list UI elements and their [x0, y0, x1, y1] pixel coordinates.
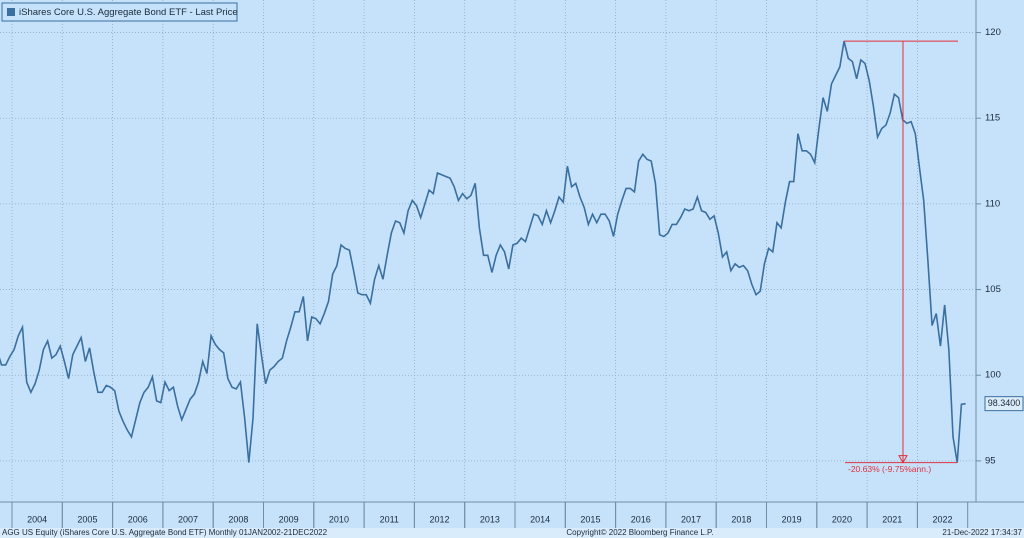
footer-left: AGG US Equity (iShares Core U.S. Aggrega…: [2, 528, 328, 537]
footer-right: 21-Dec-2022 17:34:37: [942, 528, 1022, 537]
footer-bg: [0, 528, 1024, 538]
arrow-head: [898, 455, 908, 464]
legend-label: iShares Core U.S. Aggregate Bond ETF - L…: [19, 7, 238, 18]
x-tick-label: 2021: [882, 514, 902, 524]
x-tick-label: 2022: [933, 514, 953, 524]
last-price-label: 98.3400: [988, 398, 1021, 408]
legend-swatch: [7, 8, 15, 16]
x-tick-label: 2009: [279, 514, 299, 524]
x-tick-label: 2004: [27, 514, 47, 524]
x-tick-label: 2012: [430, 514, 450, 524]
last-price-box: [984, 396, 1024, 412]
y-tick-label: 120: [985, 27, 1001, 38]
y-tick-label: 100: [985, 370, 1001, 381]
y-tick-label: 110: [985, 198, 1000, 209]
legend: iShares Core U.S. Aggregate Bond ETF - L…: [1, 2, 238, 22]
x-tick-label: 2006: [128, 514, 148, 524]
y-tick-label: 105: [985, 284, 1001, 295]
x-tick-label: 2015: [580, 514, 600, 524]
x-tick-label: 2013: [480, 514, 500, 524]
y-tick-label: 115: [985, 113, 1000, 124]
x-tick-label: 2005: [77, 514, 97, 524]
x-tick-label: 2008: [228, 514, 248, 524]
x-tick-label: 2007: [178, 514, 198, 524]
footer-center: Copyright© 2022 Bloomberg Finance L.P.: [566, 528, 713, 537]
x-tick-label: 2011: [380, 514, 399, 524]
drawdown-label: -20.63% (-9.75%ann.): [848, 464, 931, 474]
x-tick-label: 2016: [631, 514, 651, 524]
y-tick-label: 95: [985, 455, 996, 466]
x-tick-label: 2020: [832, 514, 852, 524]
x-tick-label: 2017: [681, 514, 701, 524]
price-line: [0, 40, 966, 463]
x-tick-label: 2019: [782, 514, 802, 524]
x-tick-label: 2010: [329, 514, 349, 524]
x-tick-label: 2014: [530, 514, 550, 524]
legend-box: [1, 2, 238, 22]
x-tick-label: 2018: [731, 514, 751, 524]
